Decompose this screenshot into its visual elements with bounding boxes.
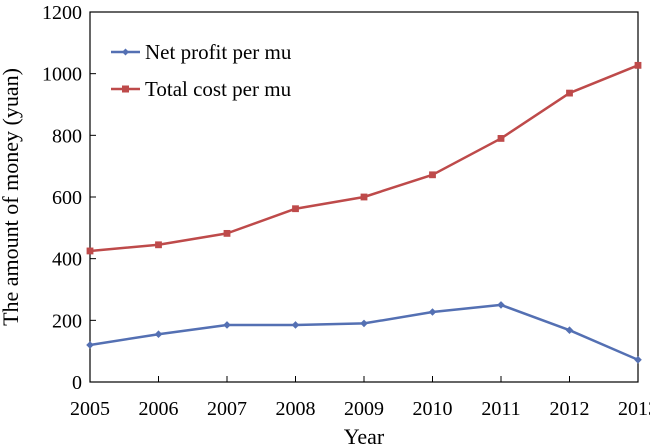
series-layer: [86, 61, 642, 364]
y-tick-label: 400: [52, 249, 82, 271]
data-point-net-profit: [565, 326, 574, 334]
x-tick-label: 2007: [207, 398, 247, 420]
data-point-net-profit: [497, 301, 505, 309]
x-tick-label: 2011: [481, 398, 520, 420]
y-tick-label: 1200: [42, 2, 82, 24]
x-tick-label: 2005: [70, 398, 110, 420]
data-point-net-profit: [154, 330, 163, 339]
data-point-total-cost: [429, 171, 436, 179]
legend: Net profit per mu Total cost per mu: [111, 40, 292, 101]
x-axis-ticks: 2005 2006 2007 2008 2009 2010 2011 2012 2013: [70, 376, 650, 420]
data-point-net-profit: [223, 321, 231, 329]
y-tick-label: 1000: [42, 64, 82, 86]
legend-label-total-cost: Total cost per mu: [145, 77, 292, 101]
data-point-net-profit: [634, 356, 642, 364]
data-point-total-cost: [86, 247, 94, 255]
y-tick-label: 600: [52, 187, 82, 209]
legend-marker-net-profit: [122, 48, 129, 56]
data-point-total-cost: [155, 241, 162, 249]
x-tick-label: 2012: [550, 398, 590, 420]
series-line-net-profit: [89, 303, 639, 361]
data-point-net-profit: [360, 319, 368, 328]
y-axis-ticks: 0 200 400 600 800 1000 1200: [42, 2, 96, 394]
legend-label-net-profit: Net profit per mu: [145, 40, 292, 64]
y-axis-title: The amount of money (yuan): [0, 68, 23, 326]
x-tick-label: 2006: [139, 398, 179, 420]
x-axis-title: Year: [344, 424, 385, 447]
x-tick-label: 2010: [413, 398, 453, 420]
data-point-total-cost: [223, 229, 231, 237]
data-point-net-profit: [428, 308, 437, 316]
data-point-total-cost: [566, 89, 573, 97]
y-tick-label: 800: [52, 125, 82, 147]
x-tick-label: 2013: [618, 398, 650, 420]
data-point-total-cost: [360, 193, 368, 201]
data-point-net-profit: [86, 341, 94, 349]
y-tick-label: 200: [52, 310, 82, 332]
x-tick-label: 2009: [344, 398, 384, 420]
x-tick-label: 2008: [276, 398, 316, 420]
legend-marker-total-cost: [122, 85, 129, 93]
data-point-net-profit: [291, 321, 300, 329]
data-point-total-cost: [634, 61, 642, 69]
y-tick-label: 0: [72, 372, 82, 394]
data-point-total-cost: [497, 135, 505, 142]
data-point-total-cost: [292, 205, 299, 213]
